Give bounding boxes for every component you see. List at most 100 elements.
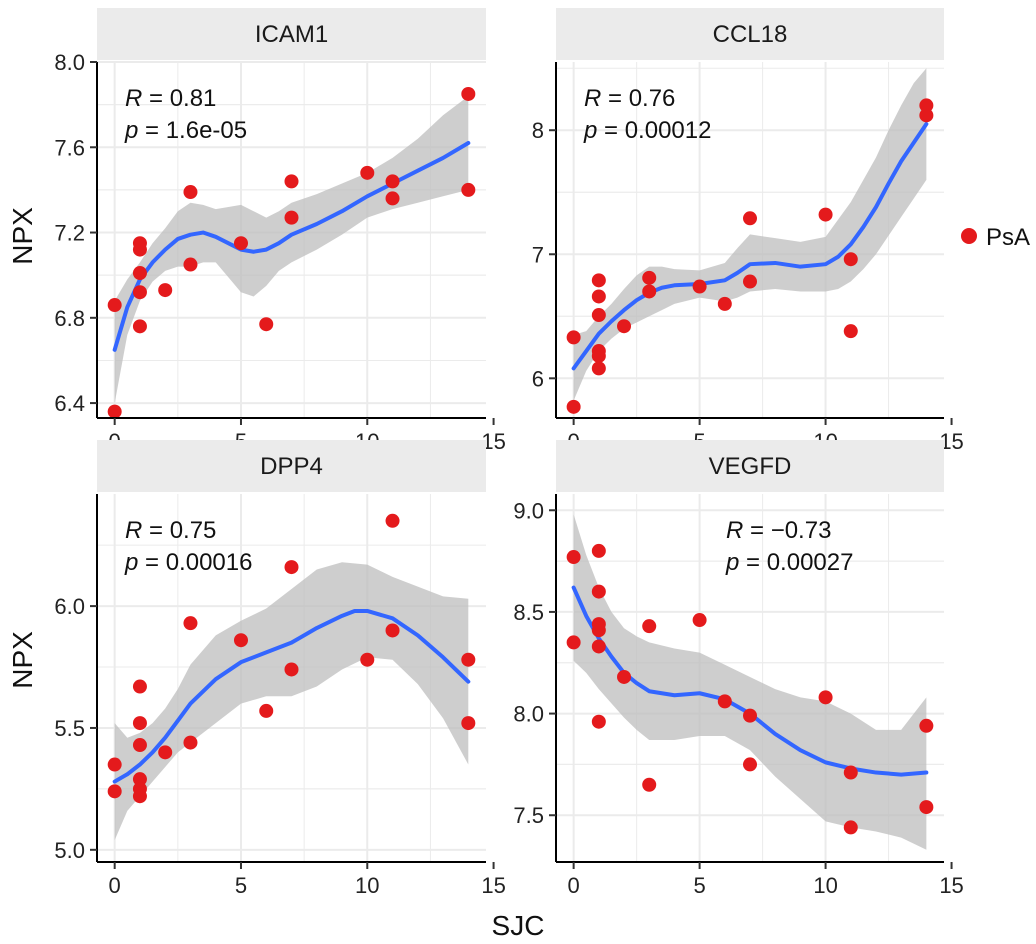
x-tick-label: 5 <box>235 873 247 898</box>
data-point <box>818 690 833 705</box>
data-point <box>461 86 476 101</box>
strip-background <box>556 8 944 60</box>
data-point <box>183 257 198 272</box>
y-tick-label: 8.0 <box>54 50 85 75</box>
data-point <box>183 735 198 750</box>
data-point <box>919 718 934 733</box>
data-point <box>642 777 657 792</box>
data-point <box>717 694 732 709</box>
data-point <box>284 560 299 575</box>
data-point <box>591 639 606 654</box>
data-point <box>259 317 274 332</box>
data-point <box>461 652 476 667</box>
strip-title: CCL18 <box>713 21 788 48</box>
smooth-line <box>571 122 929 371</box>
data-point <box>692 613 707 628</box>
y-axis-title-bottom: NPX <box>7 631 38 689</box>
data-point <box>284 174 299 189</box>
panel-ccl18: CCL18678051015R = 0.76p = 0.00012 <box>532 8 964 454</box>
data-point <box>919 800 934 815</box>
strip-title: ICAM1 <box>255 21 328 48</box>
data-point <box>843 252 858 267</box>
data-point <box>692 279 707 294</box>
confidence-ribbon <box>114 562 469 841</box>
x-axis-title: SJC <box>492 910 545 941</box>
smooth-line <box>112 608 471 784</box>
data-point <box>843 324 858 339</box>
x-tick-label: 15 <box>939 873 963 898</box>
x-tick-label: 0 <box>109 873 121 898</box>
data-point <box>132 738 147 753</box>
data-point <box>919 108 934 123</box>
strip-background <box>556 440 944 492</box>
data-point <box>132 266 147 281</box>
y-tick-label: 8.5 <box>513 600 544 625</box>
correlation-p-text: p = 0.00012 <box>583 117 711 144</box>
data-point <box>183 616 198 631</box>
y-tick-label: 6.8 <box>54 306 85 331</box>
y-tick-label: 8.0 <box>513 702 544 727</box>
legend: PsA <box>961 224 1030 251</box>
y-tick-label: 9.0 <box>513 498 544 523</box>
data-point <box>566 399 581 414</box>
data-point <box>107 784 122 799</box>
data-point <box>107 404 122 419</box>
data-point <box>591 273 606 288</box>
data-point <box>385 174 400 189</box>
data-point <box>385 623 400 638</box>
data-point <box>107 757 122 772</box>
data-point <box>284 210 299 225</box>
correlation-p-text: p = 1.6e-05 <box>124 117 247 144</box>
data-point <box>642 270 657 285</box>
data-point <box>132 716 147 731</box>
legend-label: PsA <box>986 224 1030 251</box>
data-point <box>132 285 147 300</box>
data-point <box>743 708 757 723</box>
y-tick-label: 6.0 <box>54 594 85 619</box>
data-point <box>158 283 173 298</box>
y-tick-label: 7.5 <box>513 803 544 828</box>
data-point <box>617 319 632 334</box>
data-point <box>843 820 858 835</box>
data-point <box>233 633 248 648</box>
y-tick-label: 5.5 <box>54 716 85 741</box>
data-point <box>132 319 147 334</box>
data-point <box>360 165 375 180</box>
data-point <box>717 296 732 311</box>
data-point <box>284 662 299 677</box>
correlation-p-text: p = 0.00016 <box>124 549 252 576</box>
correlation-r-text: R = 0.76 <box>584 85 675 112</box>
data-point <box>591 623 606 638</box>
smooth-line <box>112 141 471 352</box>
data-point <box>591 543 606 558</box>
y-tick-label: 7.6 <box>54 135 85 160</box>
data-point <box>617 669 632 684</box>
confidence-ribbon <box>573 68 927 401</box>
data-point <box>233 236 248 251</box>
data-point <box>743 274 757 289</box>
x-tick-label: 10 <box>813 873 837 898</box>
panels-layer: ICAM1 6.4 6.8 7.2 7.6 8.0 0 5 10 15 R = 0.81 p = 1.… <box>54 8 964 898</box>
data-point <box>591 714 606 729</box>
y-tick-label: 8 <box>532 118 544 143</box>
data-point <box>132 242 147 257</box>
data-point <box>461 182 476 197</box>
strip-background <box>97 440 486 492</box>
data-point <box>818 207 833 222</box>
data-point <box>360 652 375 667</box>
panel-vegfd: VEGFD 7.5 8.0 8.5 9.0 0 5 10 15 R = −0.73 p = 0.00… <box>513 440 964 898</box>
data-point <box>132 679 147 694</box>
x-tick-label: 0 <box>568 873 580 898</box>
data-point <box>919 98 934 113</box>
legend-key-point <box>961 228 977 244</box>
y-axis-title-top: NPX <box>7 207 38 265</box>
data-point <box>591 361 606 376</box>
y-tick-label: 6.4 <box>54 391 85 416</box>
correlation-r-text: R = 0.75 <box>125 517 216 544</box>
x-tick-label: 10 <box>355 873 379 898</box>
y-tick-label: 7 <box>532 242 544 267</box>
data-point <box>385 513 400 528</box>
x-tick-label: 5 <box>693 873 705 898</box>
data-point <box>566 635 581 650</box>
